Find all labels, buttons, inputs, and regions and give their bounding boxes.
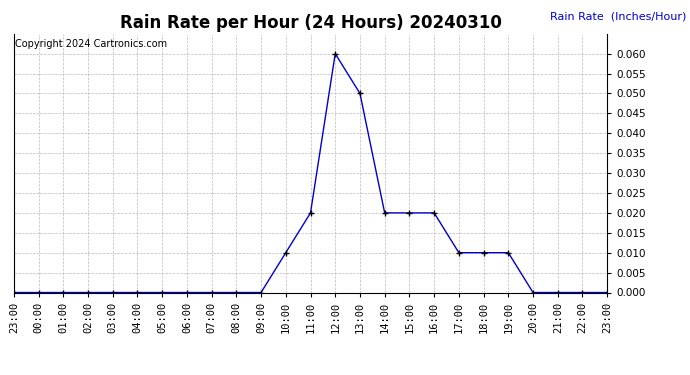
Text: Rain Rate  (Inches/Hour): Rain Rate (Inches/Hour) — [550, 11, 687, 21]
Text: Copyright 2024 Cartronics.com: Copyright 2024 Cartronics.com — [15, 39, 167, 49]
Title: Rain Rate per Hour (24 Hours) 20240310: Rain Rate per Hour (24 Hours) 20240310 — [119, 14, 502, 32]
